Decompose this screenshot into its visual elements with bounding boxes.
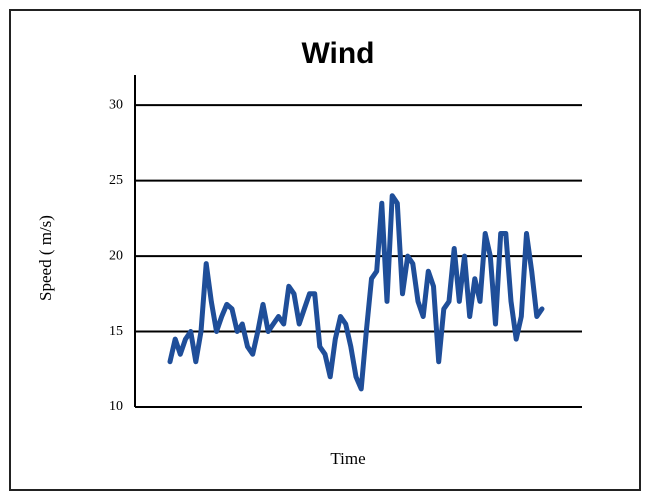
y-tick-label: 20: [109, 248, 123, 263]
y-tick-label: 15: [109, 324, 123, 339]
y-tick-label: 30: [109, 97, 123, 112]
chart-frame: [9, 9, 641, 491]
chart-title: Wind: [301, 37, 374, 70]
y-tick-label: 10: [109, 399, 123, 414]
data-line: [167, 193, 545, 392]
y-tick-label: 25: [109, 173, 123, 188]
y-axis-label: Speed ( m/s): [36, 215, 55, 301]
x-axis-label: Time: [330, 449, 365, 468]
